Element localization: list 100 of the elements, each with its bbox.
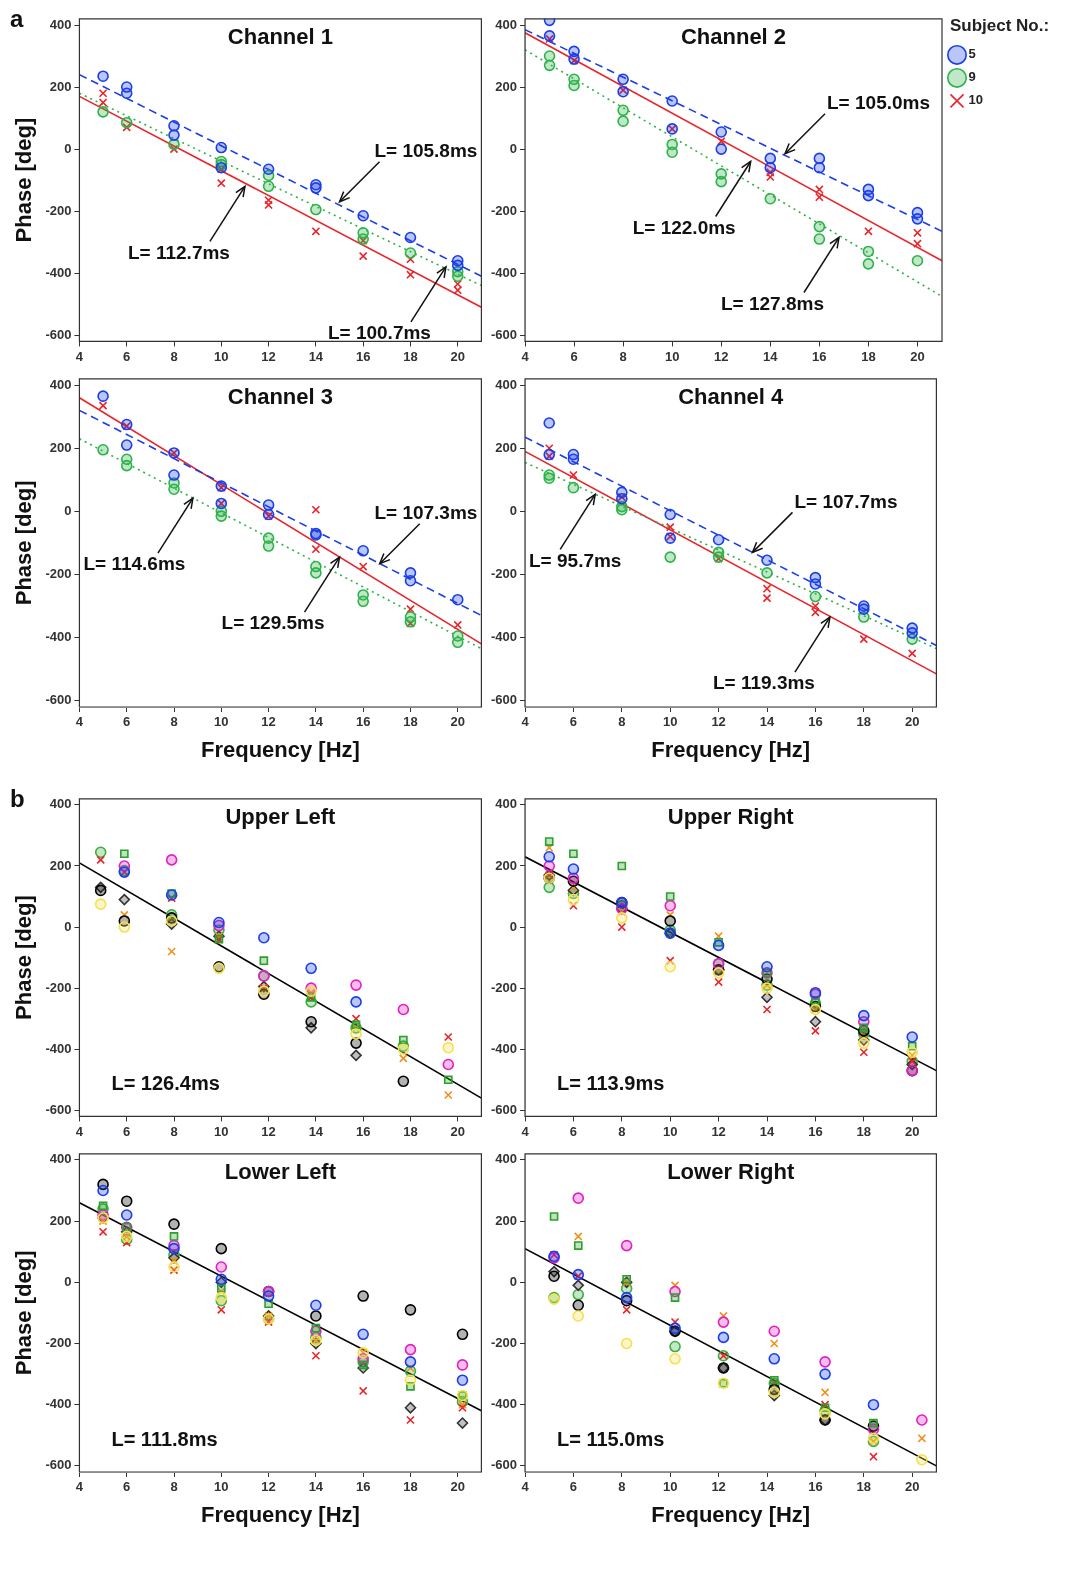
x-tick-label: 14 xyxy=(759,1123,775,1139)
y-tick-label: 200 xyxy=(495,439,518,455)
x-tick-label: 12 xyxy=(714,348,729,364)
y-tick-label: -400 xyxy=(490,1040,518,1056)
y-tick-label: 200 xyxy=(495,857,518,873)
y-tick-label: -200 xyxy=(45,1335,72,1351)
annotation: L= 119.3ms xyxy=(712,672,815,694)
y-tick-label: -200 xyxy=(490,202,518,218)
x-tick-label: 20 xyxy=(450,714,465,730)
y-tick-label: -200 xyxy=(490,979,518,995)
x-tick-label: 18 xyxy=(403,348,418,364)
x-tick-label: 6 xyxy=(569,1123,578,1139)
x-tick-label: 8 xyxy=(170,348,178,364)
x-tick-label: 8 xyxy=(618,714,626,730)
x-axis-title: Frequency [Hz] xyxy=(200,1501,360,1527)
y-tick-label: 400 xyxy=(495,16,518,32)
y-tick-label: 200 xyxy=(49,78,72,94)
x-tick-label: 18 xyxy=(861,348,876,364)
annotation: L= 113.9ms xyxy=(557,1071,665,1094)
x-tick-label: 18 xyxy=(856,1479,872,1495)
x-tick-label: 6 xyxy=(569,714,578,730)
x-tick-label: 20 xyxy=(450,1479,465,1495)
y-tick-label: -600 xyxy=(490,1457,518,1473)
y-tick-label: -600 xyxy=(45,1457,72,1473)
x-tick-label: 16 xyxy=(808,1123,823,1139)
x-tick-label: 14 xyxy=(759,714,775,730)
y-tick-label: -600 xyxy=(45,326,72,342)
y-tick-label: 0 xyxy=(509,918,518,934)
x-tick-label: 4 xyxy=(521,1479,530,1495)
x-tick-label: 18 xyxy=(856,714,872,730)
x-tick-label: 4 xyxy=(521,1123,530,1139)
annotation: L= 107.7ms xyxy=(794,490,898,512)
y-tick-label: -200 xyxy=(490,1335,518,1351)
text: b xyxy=(10,784,25,812)
x-tick-label: 8 xyxy=(170,1123,178,1139)
x-tick-label: 10 xyxy=(662,1479,678,1495)
y-tick-label: -600 xyxy=(490,326,518,342)
y-axis-title: Phase [deg] xyxy=(11,480,37,606)
y-tick-label: -200 xyxy=(45,202,72,218)
x-tick-label: 14 xyxy=(308,348,324,364)
annotation: L= 95.7ms xyxy=(529,549,622,571)
x-tick-label: 18 xyxy=(403,1479,418,1495)
y-tick-label: -600 xyxy=(490,1101,518,1117)
x-tick-label: 20 xyxy=(450,1123,465,1139)
x-tick-label: 16 xyxy=(355,1479,371,1495)
x-tick-label: 16 xyxy=(355,1123,371,1139)
y-tick-label: -400 xyxy=(45,1396,72,1412)
y-tick-label: -200 xyxy=(490,566,518,582)
legend-title: Subject No.: xyxy=(949,16,1050,36)
y-axis-title: Phase [deg] xyxy=(11,895,37,1020)
chart-title: Upper Right xyxy=(667,803,795,829)
x-tick-label: 8 xyxy=(619,348,627,364)
x-tick-label: 20 xyxy=(904,1123,920,1139)
x-tick-label: 12 xyxy=(261,348,276,364)
x-axis-title: Frequency [Hz] xyxy=(651,1501,811,1527)
x-tick-label: 10 xyxy=(664,348,680,364)
x-tick-label: 6 xyxy=(569,1479,578,1495)
legend-label: 5 xyxy=(968,46,976,62)
y-tick-label: 0 xyxy=(64,140,72,156)
x-tick-label: 16 xyxy=(808,1479,823,1495)
x-tick-label: 10 xyxy=(214,348,229,364)
y-tick-label: 400 xyxy=(495,1151,518,1167)
x-tick-label: 10 xyxy=(214,1479,229,1495)
annotation: L= 127.8ms xyxy=(720,292,824,314)
x-tick-label: 12 xyxy=(711,1479,726,1495)
y-tick-label: -400 xyxy=(45,264,72,280)
legend-label: 10 xyxy=(968,92,983,108)
chart-title: Upper Left xyxy=(225,803,337,829)
x-tick-label: 6 xyxy=(123,1123,131,1139)
annotation: L= 129.5ms xyxy=(221,612,325,634)
x-tick-label: 20 xyxy=(904,714,920,730)
x-tick-label: 12 xyxy=(261,1479,276,1495)
y-tick-label: 400 xyxy=(49,796,72,812)
y-tick-label: 200 xyxy=(495,78,518,94)
x-axis-title: Frequency [Hz] xyxy=(200,736,360,762)
annotation: L= 111.8ms xyxy=(111,1427,218,1450)
y-tick-label: 400 xyxy=(49,1151,72,1167)
x-tick-label: 4 xyxy=(75,348,84,364)
chart-title: Channel 2 xyxy=(680,23,787,49)
annotation: L= 114.6ms xyxy=(83,553,186,575)
x-tick-label: 14 xyxy=(763,348,779,364)
y-tick-label: -400 xyxy=(45,629,72,645)
y-tick-label: 400 xyxy=(495,376,518,392)
chart-title: Lower Left xyxy=(224,1158,337,1184)
y-tick-label: 200 xyxy=(49,857,72,873)
annotation: L= 112.7ms xyxy=(127,241,230,263)
y-tick-label: 0 xyxy=(64,502,72,518)
x-tick-label: 10 xyxy=(214,714,229,730)
y-tick-label: 200 xyxy=(495,1212,518,1228)
x-tick-label: 16 xyxy=(355,714,371,730)
x-tick-label: 20 xyxy=(904,1479,920,1495)
x-tick-label: 12 xyxy=(261,1123,276,1139)
y-tick-label: -400 xyxy=(490,629,518,645)
x-tick-label: 10 xyxy=(662,1123,678,1139)
y-tick-label: 0 xyxy=(509,502,518,518)
y-tick-label: -600 xyxy=(45,1101,72,1117)
annotation: L= 122.0ms xyxy=(632,216,736,238)
annotation: L= 126.4ms xyxy=(111,1071,220,1094)
x-tick-label: 8 xyxy=(170,1479,178,1495)
x-tick-label: 12 xyxy=(711,714,726,730)
